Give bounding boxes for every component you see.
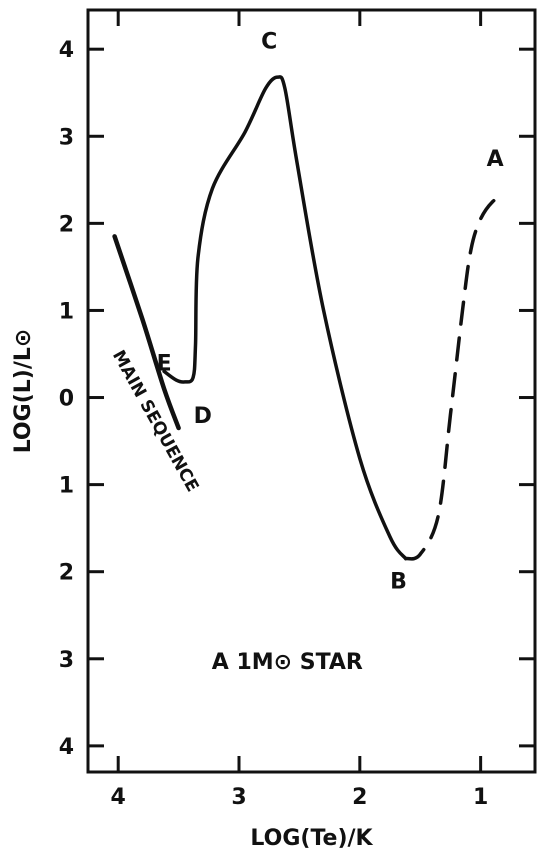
main-sequence-line [112,234,181,431]
y-tick-label: 1 [59,474,74,499]
y-tick-label: 3 [59,648,74,673]
track-B-to-A-dashed [403,195,505,561]
y-tick-label: 4 [59,735,74,760]
plot-border [86,8,537,774]
x-axis-title: LOG(Te)/K [250,826,373,851]
y-tick-label: 0 [59,387,74,412]
point-label-c: C [261,29,277,54]
y-tick-label: 3 [59,125,74,150]
plot-frame [86,8,537,774]
point-labels: A B C D E [157,29,504,594]
x-tick-label: 4 [111,785,126,810]
y-tick-label: 4 [59,38,74,63]
point-label-e: E [157,352,172,377]
point-label-a: A [487,147,504,172]
track-E-to-B [162,75,408,561]
y-tick-label: 2 [59,561,74,586]
point-label-b: B [390,569,407,594]
x-tick-label: 3 [231,785,246,810]
tick-marks [88,10,535,772]
evolution-track [112,75,505,561]
x-tick-label: 2 [352,785,367,810]
star-annotation: A 1M⊙ STAR [212,650,363,675]
y-tick-label: 2 [59,212,74,237]
point-label-d: D [194,404,212,429]
main-sequence-label: MAIN SEQUENCE [108,347,202,495]
x-tick-label: 1 [473,785,488,810]
y-axis-title: LOG(L)/L⊙ [11,329,36,454]
y-tick-label: 1 [59,299,74,324]
tick-labels: 4 3 2 1 0 1 2 3 4 4 3 2 1 [59,38,489,810]
